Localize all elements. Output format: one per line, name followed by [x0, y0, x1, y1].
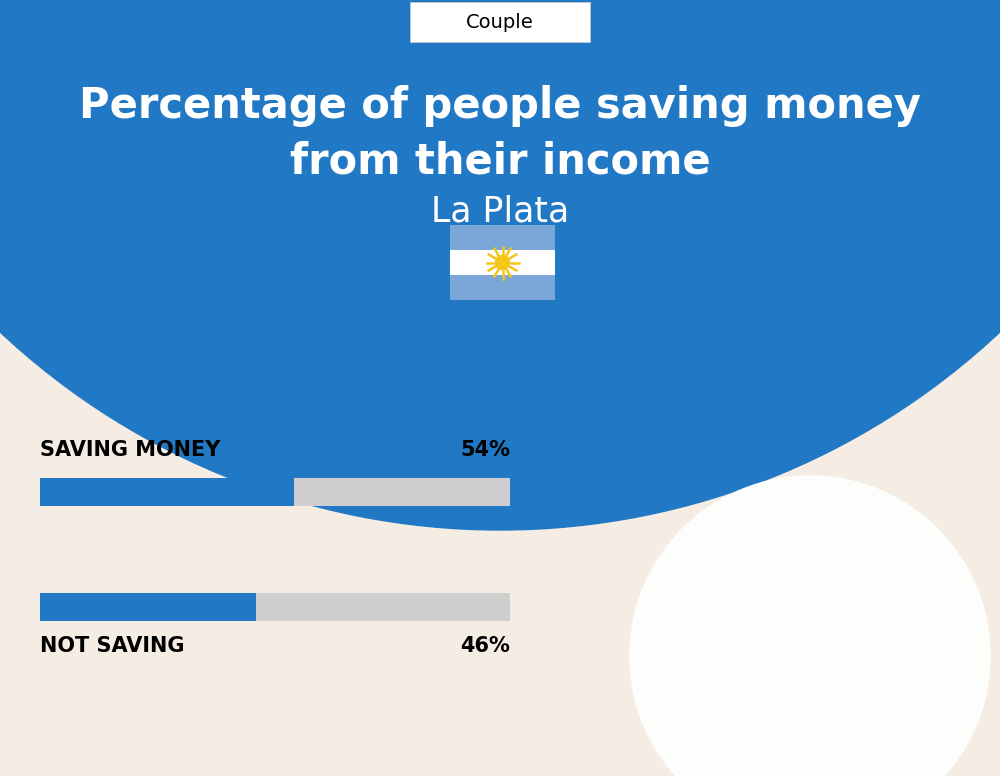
FancyBboxPatch shape — [40, 593, 256, 621]
FancyBboxPatch shape — [450, 250, 555, 275]
FancyBboxPatch shape — [40, 593, 510, 621]
FancyBboxPatch shape — [410, 2, 590, 42]
Text: from their income: from their income — [290, 140, 710, 182]
FancyBboxPatch shape — [450, 275, 555, 300]
Circle shape — [496, 255, 510, 269]
Text: Couple: Couple — [466, 12, 534, 32]
Text: NOT SAVING: NOT SAVING — [40, 636, 184, 656]
FancyBboxPatch shape — [40, 478, 294, 506]
Circle shape — [630, 476, 990, 776]
Text: Percentage of people saving money: Percentage of people saving money — [79, 85, 921, 127]
Circle shape — [0, 0, 1000, 530]
FancyBboxPatch shape — [450, 225, 555, 250]
FancyBboxPatch shape — [40, 478, 510, 506]
Text: La Plata: La Plata — [431, 194, 569, 228]
Text: SAVING MONEY: SAVING MONEY — [40, 440, 220, 460]
Text: 54%: 54% — [460, 440, 510, 460]
Text: 46%: 46% — [460, 636, 510, 656]
FancyBboxPatch shape — [0, 0, 1000, 206]
